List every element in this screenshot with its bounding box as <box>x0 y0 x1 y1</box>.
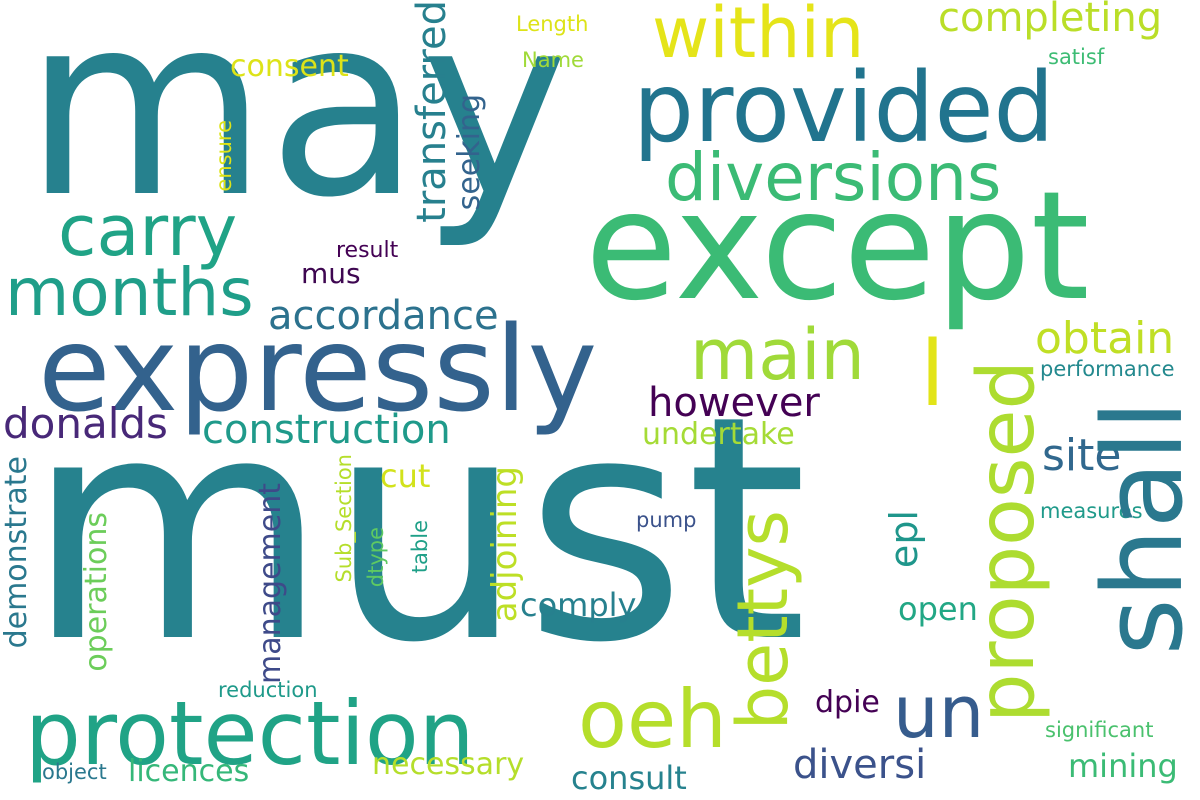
word-measures: measures <box>1040 499 1143 523</box>
word-main: main <box>690 314 865 396</box>
word-bettys: bettys <box>722 510 804 731</box>
word-mining: mining <box>1068 747 1178 785</box>
word-within: within <box>652 0 865 74</box>
word-may: may <box>24 0 569 252</box>
word-protection: protection <box>25 682 475 785</box>
word-consent: consent <box>230 49 349 84</box>
word-expressly: expressly <box>38 300 598 438</box>
word-management: management <box>253 483 288 684</box>
word-carry: carry <box>58 190 238 272</box>
word-necessary: necessary <box>372 747 525 782</box>
word-pump: pump <box>636 508 697 532</box>
word-object: object <box>42 760 107 784</box>
word-dtype: dtype <box>364 527 388 588</box>
word-epl: epl <box>882 510 926 569</box>
word-reduction: reduction <box>218 678 318 702</box>
word-open: open <box>898 590 978 628</box>
word-proposed: proposed <box>962 360 1052 723</box>
word-cut: cut <box>380 457 431 495</box>
word-significant: significant <box>1045 718 1154 742</box>
word-accordance: accordance <box>268 293 499 339</box>
word-except: except <box>585 160 1090 334</box>
word-consult: consult <box>571 759 687 797</box>
word-mus: mus <box>301 257 361 290</box>
word-donalds: donalds <box>3 399 168 448</box>
word-ensure: ensure <box>212 120 236 192</box>
word-dpie: dpie <box>815 685 880 720</box>
word-however: however <box>648 380 820 426</box>
word-undertake: undertake <box>642 417 795 452</box>
word-must: must <box>26 350 808 711</box>
word-l: l <box>920 322 946 427</box>
word-satisf: satisf <box>1048 45 1105 69</box>
word-months: months <box>5 254 254 331</box>
word-Name: Name <box>522 48 584 72</box>
word-completing: completing <box>938 0 1163 41</box>
word-diversions: diversions <box>665 139 1002 216</box>
word-seeking: seeking <box>452 94 487 211</box>
word-un: un <box>893 670 985 754</box>
word-adjoining: adjoining <box>485 466 525 623</box>
word-performance: performance <box>1040 357 1175 381</box>
word-result: result <box>336 238 399 263</box>
word-construction: construction <box>202 407 451 453</box>
word-oeh: oeh <box>578 673 727 766</box>
word-licences: licences <box>128 754 250 789</box>
word-site: site <box>1042 430 1122 481</box>
word-Sub_Section: Sub_Section <box>332 454 356 583</box>
word-table: table <box>408 520 432 574</box>
word-Length: Length <box>516 12 589 36</box>
word-operations: operations <box>79 512 114 672</box>
word-shall: shall <box>1079 400 1200 656</box>
word-comply: comply <box>520 586 637 624</box>
word-diversi: diversi <box>793 742 927 788</box>
word-obtain: obtain <box>1035 313 1175 364</box>
word-transferred: transferred <box>409 0 455 223</box>
word-demonstrate: demonstrate <box>0 456 34 649</box>
word-provided: provided <box>633 52 1055 164</box>
